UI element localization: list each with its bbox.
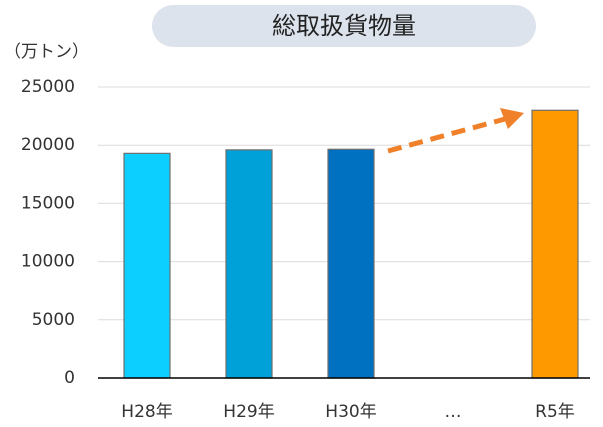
x-tick-label: H30年 bbox=[325, 402, 376, 422]
x-tick-label: … bbox=[445, 402, 462, 422]
chart-title: 総取扱貨物量 bbox=[272, 12, 416, 40]
x-tick-label: H28年 bbox=[121, 402, 172, 422]
bar bbox=[327, 148, 375, 379]
bar bbox=[225, 149, 273, 379]
title-pill bbox=[152, 5, 536, 47]
y-axis-label: （万トン） bbox=[4, 42, 89, 62]
x-tick-label: R5年 bbox=[535, 402, 575, 422]
y-tick-label: 10000 bbox=[21, 252, 75, 272]
x-tick-label: H29年 bbox=[223, 402, 274, 422]
y-tick-label: 15000 bbox=[21, 193, 75, 213]
trend-arrow bbox=[387, 116, 506, 154]
bar bbox=[123, 152, 171, 379]
y-tick-label: 5000 bbox=[32, 310, 75, 330]
y-tick-label: 25000 bbox=[21, 77, 75, 97]
bar bbox=[531, 109, 579, 379]
y-tick-label: 0 bbox=[64, 368, 75, 388]
y-tick-label: 20000 bbox=[21, 135, 75, 155]
arrow-head bbox=[500, 108, 524, 129]
